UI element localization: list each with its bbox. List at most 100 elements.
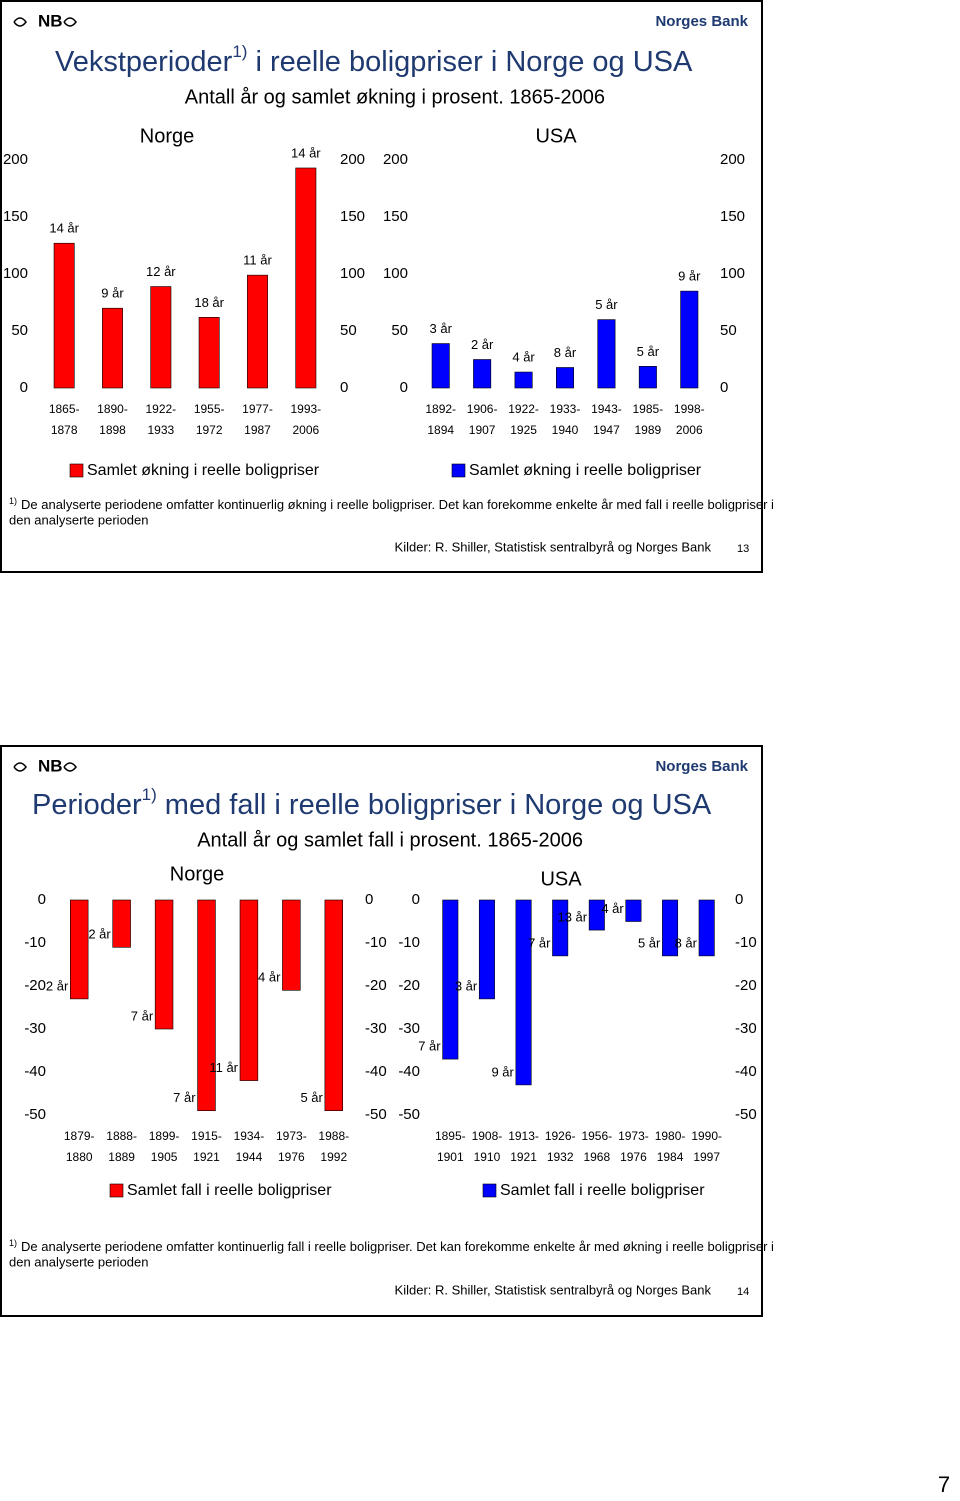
x-tick-label: 1906- 1907	[467, 402, 498, 437]
x-tick-line: 1977-	[242, 402, 273, 416]
bar	[555, 367, 574, 389]
y-tick-label: -30	[24, 1020, 46, 1037]
legend-label: Samlet økning i reelle boligpriser	[469, 462, 702, 479]
x-tick-line: 1878	[51, 423, 78, 437]
x-tick-line: 2006	[292, 423, 319, 437]
y-tick-label: 50	[391, 322, 408, 339]
bar	[197, 899, 216, 1111]
bar	[70, 899, 89, 1000]
brand: Norges Bank	[655, 13, 748, 30]
bar-annotation: 2 år	[46, 978, 69, 993]
bar	[514, 371, 533, 389]
y-tick-label: 50	[11, 322, 28, 339]
bar-annotation: 4 år	[512, 349, 535, 364]
bar-annotation: 7 år	[528, 935, 551, 950]
y-tick-label: -40	[24, 1063, 46, 1080]
title-text: Vekstperioder	[55, 46, 233, 78]
slide-subtitle: Antall år og samlet økning i prosent. 18…	[185, 86, 605, 108]
y2-tick-label: 50	[340, 322, 357, 339]
source: Kilder: R. Shiller, Statistisk sentralby…	[395, 1282, 712, 1297]
page-number: 7	[938, 1472, 950, 1497]
x-tick-line: 1989	[635, 423, 662, 437]
bar	[295, 167, 317, 389]
y2-tick-label: 0	[735, 891, 743, 908]
x-tick-line: 1997	[693, 1150, 720, 1164]
y-tick-label: -30	[398, 1020, 420, 1037]
x-tick-line: 1998-	[674, 402, 705, 416]
x-tick-label: 1985- 1989	[633, 402, 664, 437]
x-tick-label: 1908- 1910	[472, 1129, 503, 1164]
bar	[154, 899, 174, 1030]
y-tick-label: 200	[383, 151, 408, 168]
x-tick-line: 1934-	[234, 1129, 265, 1143]
x-tick-line: 1956-	[581, 1129, 612, 1143]
bar-annotation: 14 år	[291, 145, 321, 160]
legend-swatch	[69, 463, 84, 478]
bar-annotation: 5 år	[595, 297, 618, 312]
y2-tick-label: -50	[735, 1106, 757, 1123]
title-text: i reelle boligpriser i Norge og USA	[247, 46, 693, 78]
x-tick-line: 1921	[193, 1150, 220, 1164]
y2-tick-label: -10	[365, 934, 387, 951]
slide-frame	[0, 0, 763, 573]
brand: Norges Bank	[655, 758, 748, 775]
x-tick-line: 1910	[474, 1150, 501, 1164]
bar	[597, 319, 616, 389]
chart-title: USA	[540, 868, 582, 890]
y-tick-label: 100	[3, 265, 28, 282]
y2-tick-label: 100	[340, 265, 365, 282]
x-tick-line: 1987	[244, 423, 271, 437]
bar-annotation: 9 år	[678, 269, 701, 284]
footnote-text: De analyserte periodene omfatter kontinu…	[21, 1239, 774, 1254]
bar-annotation: 8 år	[554, 345, 577, 360]
y-tick-label: 0	[400, 379, 408, 396]
bar-annotation: 5 år	[300, 1090, 323, 1105]
slide-number: 14	[737, 1286, 749, 1298]
logo: NB	[38, 756, 63, 775]
footnote: 1) De analyserte periodene omfatter konti…	[9, 1238, 774, 1254]
x-tick-label: 1890- 1898	[97, 402, 128, 437]
x-tick-line: 1922-	[145, 402, 176, 416]
slide-number: 13	[737, 543, 749, 555]
footnote: 1) De analyserte periodene omfatter konti…	[9, 496, 774, 512]
x-tick-label: 1973- 1976	[618, 1129, 649, 1164]
x-tick-label: 1977- 1987	[242, 402, 273, 437]
bar	[431, 343, 450, 389]
bar	[102, 307, 123, 389]
bar-annotation: 7 år	[131, 1008, 154, 1023]
x-tick-label: 1915- 1921	[191, 1129, 222, 1164]
bar	[680, 290, 699, 389]
x-tick-line: 1892-	[425, 402, 456, 416]
x-tick-line: 1968	[583, 1150, 610, 1164]
chart-title: Norge	[140, 125, 194, 147]
title-note: 1)	[232, 42, 247, 61]
x-tick-line: 1913-	[508, 1129, 539, 1143]
x-tick-line: 1907	[469, 423, 496, 437]
y2-tick-label: -10	[735, 934, 757, 951]
chart-title: Norge	[170, 863, 224, 885]
x-tick-line: 1940	[552, 423, 579, 437]
x-tick-line: 1905	[151, 1150, 178, 1164]
y2-tick-label: 0	[365, 891, 373, 908]
x-tick-line: 1984	[657, 1150, 684, 1164]
bar	[473, 359, 492, 389]
slide-frame	[0, 745, 763, 1317]
x-tick-line: 1988-	[318, 1129, 349, 1143]
x-tick-label: 1913- 1921	[508, 1129, 539, 1164]
x-tick-line: 1992	[320, 1150, 347, 1164]
x-tick-label: 1934- 1944	[234, 1129, 265, 1164]
footnote: den analyserte perioden	[9, 512, 149, 527]
y-tick-label: 100	[383, 265, 408, 282]
bar-annotation: 5 år	[637, 344, 660, 359]
y-tick-label: 0	[412, 891, 420, 908]
bar-annotation: 11 år	[243, 253, 272, 268]
x-tick-line: 1895-	[435, 1129, 466, 1143]
bar	[552, 899, 569, 957]
y2-tick-label: 100	[720, 265, 745, 282]
bar-annotation: 8 år	[675, 935, 698, 950]
x-tick-label: 1993- 2006	[290, 402, 321, 437]
bar	[239, 899, 259, 1081]
y-tick-label: 150	[3, 208, 28, 225]
x-tick-line: 1943-	[591, 402, 622, 416]
